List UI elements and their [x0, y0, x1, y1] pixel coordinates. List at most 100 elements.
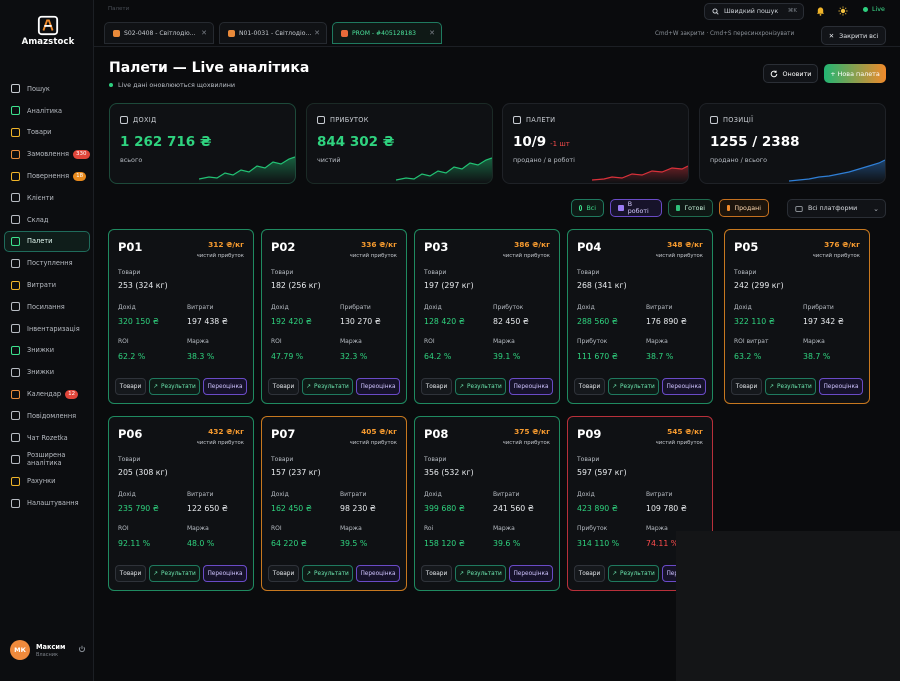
sidebar-item-2[interactable]: Товари	[4, 122, 90, 144]
power-icon[interactable]	[78, 645, 86, 653]
reevaluate-button[interactable]: Переоцінка	[203, 565, 247, 582]
sidebar-item-18[interactable]: Рахунки	[4, 470, 90, 492]
results-button[interactable]: ↗ Результати	[608, 565, 659, 582]
income-label: Дохід	[577, 491, 595, 498]
results-button[interactable]: ↗ Результати	[455, 565, 506, 582]
pallet-id: P07	[271, 427, 296, 441]
results-button[interactable]: ↗ Результати	[149, 378, 200, 395]
goods-value: 182 (256 кг)	[271, 281, 321, 290]
pallet-card-p06[interactable]: P06 432 ₴/кг чистий прибуток Товари 205 (308…	[108, 416, 254, 591]
pallet-card-p05[interactable]: P05 376 ₴/кг чистий прибуток Товари 242 (299…	[724, 229, 870, 404]
goods-button[interactable]: Товари	[115, 378, 146, 395]
goods-button[interactable]: Товари	[421, 378, 452, 395]
metric2-label: Витрати	[646, 304, 673, 311]
results-button[interactable]: ↗ Результати	[149, 565, 200, 582]
close-icon[interactable]: ✕	[314, 29, 320, 37]
filter-sold[interactable]: Продані	[719, 199, 769, 217]
tag-icon	[11, 367, 20, 377]
theme-toggle-icon[interactable]	[838, 6, 848, 16]
margin-value: 38.7 %	[646, 352, 674, 361]
sidebar-item-8[interactable]: Поступлення	[4, 252, 90, 274]
sidebar-item-11[interactable]: Інвентаризація	[4, 318, 90, 340]
sidebar-item-0[interactable]: Пошук	[4, 78, 90, 100]
reevaluate-button[interactable]: Переоцінка	[662, 378, 706, 395]
new-pallet-button[interactable]: + Нова палета	[824, 64, 886, 83]
tab-1[interactable]: N01-0031 - Світлодіо... ✕	[219, 22, 327, 44]
reevaluate-button[interactable]: Переоцінка	[203, 378, 247, 395]
sidebar-item-4[interactable]: Повернення 18	[4, 165, 90, 187]
results-button[interactable]: ↗ Результати	[302, 378, 353, 395]
goods-button[interactable]: Товари	[574, 565, 605, 582]
reevaluate-button[interactable]: Переоцінка	[509, 378, 553, 395]
goods-button[interactable]: Товари	[268, 565, 299, 582]
metric3-label: ROI витрат	[734, 338, 769, 345]
sidebar-item-12[interactable]: Знижки	[4, 340, 90, 362]
results-button[interactable]: ↗ Результати	[608, 378, 659, 395]
filter-all[interactable]: Всі	[571, 199, 604, 217]
goods-value: 242 (299 кг)	[734, 281, 784, 290]
pallet-card-p02[interactable]: P02 336 ₴/кг чистий прибуток Товари 182 (256…	[261, 229, 407, 404]
reevaluate-button[interactable]: Переоцінка	[509, 565, 553, 582]
reevaluate-button[interactable]: Переоцінка	[356, 378, 400, 395]
analytics-icon	[11, 454, 20, 464]
sidebar-item-14[interactable]: Календар 12	[4, 383, 90, 405]
metric2-label: Прибрати	[340, 304, 371, 311]
goods-label: Товари	[271, 456, 294, 463]
box-icon	[618, 205, 624, 211]
pallet-card-p07[interactable]: P07 405 ₴/кг чистий прибуток Товари 157 (237…	[261, 416, 407, 591]
filter-ready[interactable]: Готові	[668, 199, 713, 217]
tab-label: N01-0031 - Світлодіо...	[239, 29, 312, 37]
reevaluate-button[interactable]: Переоцінка	[356, 565, 400, 582]
stat-label-text: ПРИБУТОК	[330, 116, 369, 124]
sidebar-item-16[interactable]: Чат Rozetka	[4, 427, 90, 449]
margin-value: 32.3 %	[340, 352, 368, 361]
results-button[interactable]: ↗ Результати	[302, 565, 353, 582]
sidebar-item-6[interactable]: Склад	[4, 209, 90, 231]
reevaluate-button[interactable]: Переоцінка	[819, 378, 863, 395]
results-button[interactable]: ↗ Результати	[765, 378, 816, 395]
metric3-value: 92.11 %	[118, 539, 151, 548]
sidebar-item-7[interactable]: Палети	[4, 230, 90, 253]
filter-in-work[interactable]: В роботі	[610, 199, 662, 217]
tab-0[interactable]: S02-0408 - Світлодіо... ✕	[104, 22, 214, 44]
sidebar-item-10[interactable]: Посилання	[4, 296, 90, 318]
metric2-value: 82 450 ₴	[493, 317, 529, 326]
net-profit-label: чистий прибуток	[655, 253, 703, 259]
goods-button[interactable]: Товари	[731, 378, 762, 395]
quick-search[interactable]: Швидкий пошук ⌘K	[704, 3, 804, 20]
sidebar-item-15[interactable]: Повідомлення	[4, 405, 90, 427]
pallet-card-p04[interactable]: P04 348 ₴/кг чистий прибуток Товари 268 (341…	[567, 229, 713, 404]
app-logo[interactable]: Amazstock	[18, 14, 78, 50]
user-profile[interactable]: МК Максим Власник	[10, 638, 88, 662]
results-label: Результати	[620, 383, 655, 390]
pallet-id: P06	[118, 427, 143, 441]
sidebar-item-5[interactable]: Клієнти	[4, 187, 90, 209]
pallet-card-p08[interactable]: P08 375 ₴/кг чистий прибуток Товари 356 (532…	[414, 416, 560, 591]
metric2-value: 109 780 ₴	[646, 504, 687, 513]
refresh-button[interactable]: Оновити	[763, 64, 818, 83]
sidebar-item-label: Інвентаризація	[27, 324, 80, 333]
close-icon[interactable]: ✕	[201, 29, 207, 37]
sidebar-item-9[interactable]: Витрати	[4, 274, 90, 296]
return-icon	[11, 171, 20, 181]
sidebar-item-3[interactable]: Замовлення 330	[4, 143, 90, 165]
search-label: Швидкий пошук	[724, 8, 779, 15]
bell-icon[interactable]	[816, 6, 825, 16]
results-button[interactable]: ↗ Результати	[455, 378, 506, 395]
metric3-value: 63.2 %	[734, 352, 762, 361]
sidebar-item-1[interactable]: Аналітика	[4, 100, 90, 122]
goods-button[interactable]: Товари	[115, 565, 146, 582]
pallet-card-p01[interactable]: P01 312 ₴/кг чистий прибуток Товари 253 (324…	[108, 229, 254, 404]
sidebar-item-17[interactable]: Розширена аналітика	[4, 449, 90, 471]
platform-select[interactable]: Всі платформи ⌄	[787, 199, 886, 218]
sidebar-item-13[interactable]: Знижки	[4, 361, 90, 383]
goods-button[interactable]: Товари	[421, 565, 452, 582]
pallet-card-p03[interactable]: P03 386 ₴/кг чистий прибуток Товари 197 (297…	[414, 229, 560, 404]
goods-button[interactable]: Товари	[268, 378, 299, 395]
close-icon[interactable]: ✕	[429, 29, 435, 37]
close-all-button[interactable]: ✕ Закрити всі	[821, 26, 886, 45]
goods-button[interactable]: Товари	[574, 378, 605, 395]
sidebar-item-19[interactable]: Налаштування	[4, 492, 90, 514]
tab-2[interactable]: PROM - #405128183 ✕	[332, 22, 442, 44]
